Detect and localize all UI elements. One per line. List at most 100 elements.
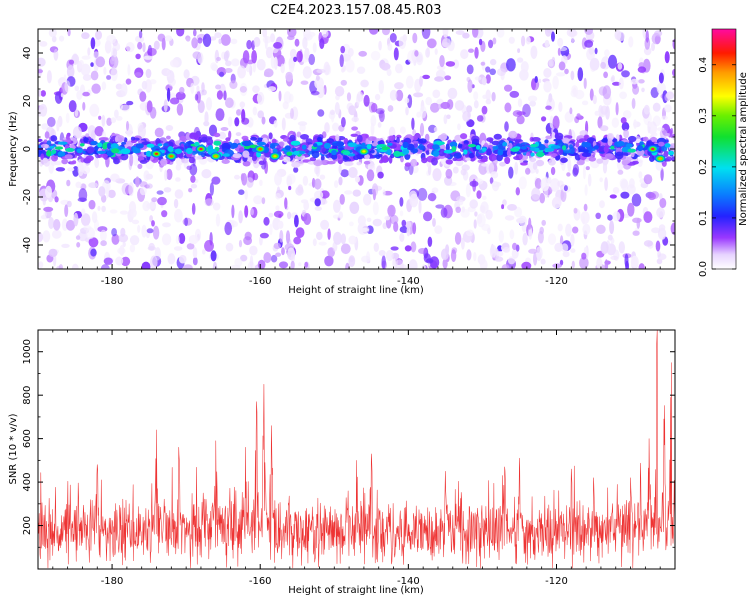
heatmap-speckle: [237, 65, 247, 79]
heatmap-speckle: [374, 93, 381, 101]
heatmap-band-cell: [396, 136, 400, 144]
heatmap-speckle: [366, 251, 371, 262]
heatmap-speckle: [530, 45, 538, 59]
heatmap-speckle: [240, 254, 248, 262]
colorbar-tick-label: 0.3: [698, 108, 709, 124]
heatmap-speckle: [539, 226, 544, 235]
heatmap-speckle: [441, 38, 452, 48]
heatmap-speckle: [565, 223, 572, 237]
heatmap-speckle: [474, 46, 479, 59]
heatmap-speckle: [175, 91, 186, 101]
heatmap-speckle: [175, 157, 184, 166]
heatmap-ytick-label: 0: [22, 146, 33, 152]
heatmap-band-cell: [344, 161, 354, 166]
heatmap-speckle: [410, 241, 417, 253]
heatmap-speckle: [339, 54, 344, 68]
heatmap-speckle: [252, 85, 260, 94]
heatmap-speckle: [488, 39, 494, 49]
heatmap-band-core: [467, 144, 477, 148]
heatmap-band-cell: [671, 156, 675, 162]
heatmap-band-cell: [421, 157, 428, 164]
heatmap-speckle: [604, 49, 610, 57]
heatmap-speckle: [340, 79, 347, 86]
heatmap-speckle: [478, 38, 483, 46]
heatmap-speckle: [135, 176, 140, 188]
heatmap-speckle: [528, 217, 532, 230]
heatmap-speckle: [368, 29, 379, 35]
heatmap-speckle: [541, 219, 546, 226]
heatmap-band-cell: [562, 137, 570, 144]
heatmap-speckle: [100, 264, 110, 269]
heatmap-band-cell: [508, 130, 518, 139]
heatmap-speckle: [239, 101, 246, 108]
heatmap-band-cell: [485, 148, 493, 156]
heatmap-band-cell: [563, 149, 572, 154]
heatmap-speckle: [489, 68, 497, 76]
heatmap-speckle: [204, 198, 214, 207]
heatmap-speckle: [602, 85, 612, 100]
heatmap-speckle: [293, 236, 302, 245]
heatmap-speckle: [489, 244, 497, 258]
heatmap-speckle: [473, 219, 477, 229]
heatmap-speckle: [75, 181, 82, 188]
heatmap-speckle: [434, 48, 438, 55]
heatmap-band-cell: [181, 158, 189, 164]
heatmap-band-core: [617, 141, 625, 147]
heatmap-speckle: [454, 100, 465, 111]
heatmap-speckle: [120, 256, 131, 267]
heatmap-speckle: [549, 115, 554, 129]
heatmap-speckle: [296, 50, 303, 63]
heatmap-band-core: [530, 143, 538, 148]
heatmap-band-cell: [445, 159, 453, 165]
heatmap-band-cell: [631, 160, 639, 165]
heatmap-speckle: [372, 201, 379, 216]
heatmap-speckle: [175, 164, 182, 171]
heatmap-speckle: [332, 214, 340, 219]
heatmap-band-core: [347, 142, 357, 148]
heatmap-band-core: [443, 149, 454, 154]
heatmap-band-core: [49, 145, 55, 149]
heatmap-band-cell: [481, 163, 489, 167]
heatmap-speckle: [645, 30, 649, 43]
heatmap-band-core: [146, 143, 155, 148]
heatmap-speckle: [651, 132, 658, 137]
heatmap-band-cell: [562, 152, 568, 156]
heatmap-speckle: [197, 37, 203, 44]
heatmap-speckle: [600, 61, 606, 69]
heatmap-speckle: [120, 104, 130, 112]
heatmap-speckle: [94, 126, 104, 137]
heatmap-speckle: [215, 108, 225, 121]
heatmap-speckle: [103, 66, 107, 75]
heatmap-speckle: [188, 234, 199, 245]
heatmap-speckle: [131, 219, 140, 225]
heatmap-speckle: [340, 169, 350, 178]
heatmap-band-cell: [588, 156, 596, 162]
heatmap-speckle: [603, 71, 608, 79]
heatmap-band-core: [323, 142, 331, 149]
heatmap-speckle: [348, 47, 354, 57]
heatmap-speckle: [236, 109, 242, 116]
heatmap-speckle: [360, 79, 369, 88]
heatmap-speckle: [473, 91, 479, 101]
heatmap-speckle: [583, 77, 587, 90]
heatmap-speckle: [548, 93, 553, 103]
heatmap-band-cell: [587, 145, 593, 151]
heatmap-speckle: [275, 252, 282, 257]
heatmap-speckle: [257, 110, 265, 119]
heatmap-speckle: [552, 115, 560, 130]
heatmap-speckle: [582, 223, 591, 236]
snr-series-line: [38, 330, 675, 569]
heatmap-speckle: [392, 258, 396, 269]
heatmap-speckle: [55, 167, 66, 172]
heatmap-band-cell: [664, 139, 669, 143]
heatmap-speckle: [389, 214, 399, 225]
heatmap-speckle: [264, 68, 274, 78]
heatmap-speckle: [141, 224, 147, 238]
heatmap-speckle: [457, 123, 461, 131]
heatmap-band-cell: [320, 154, 325, 162]
heatmap-speckle: [111, 233, 120, 245]
heatmap-band-cell: [508, 142, 513, 149]
heatmap-band-cell: [44, 144, 49, 149]
heatmap-speckle: [539, 192, 545, 204]
heatmap-speckle: [212, 202, 221, 211]
